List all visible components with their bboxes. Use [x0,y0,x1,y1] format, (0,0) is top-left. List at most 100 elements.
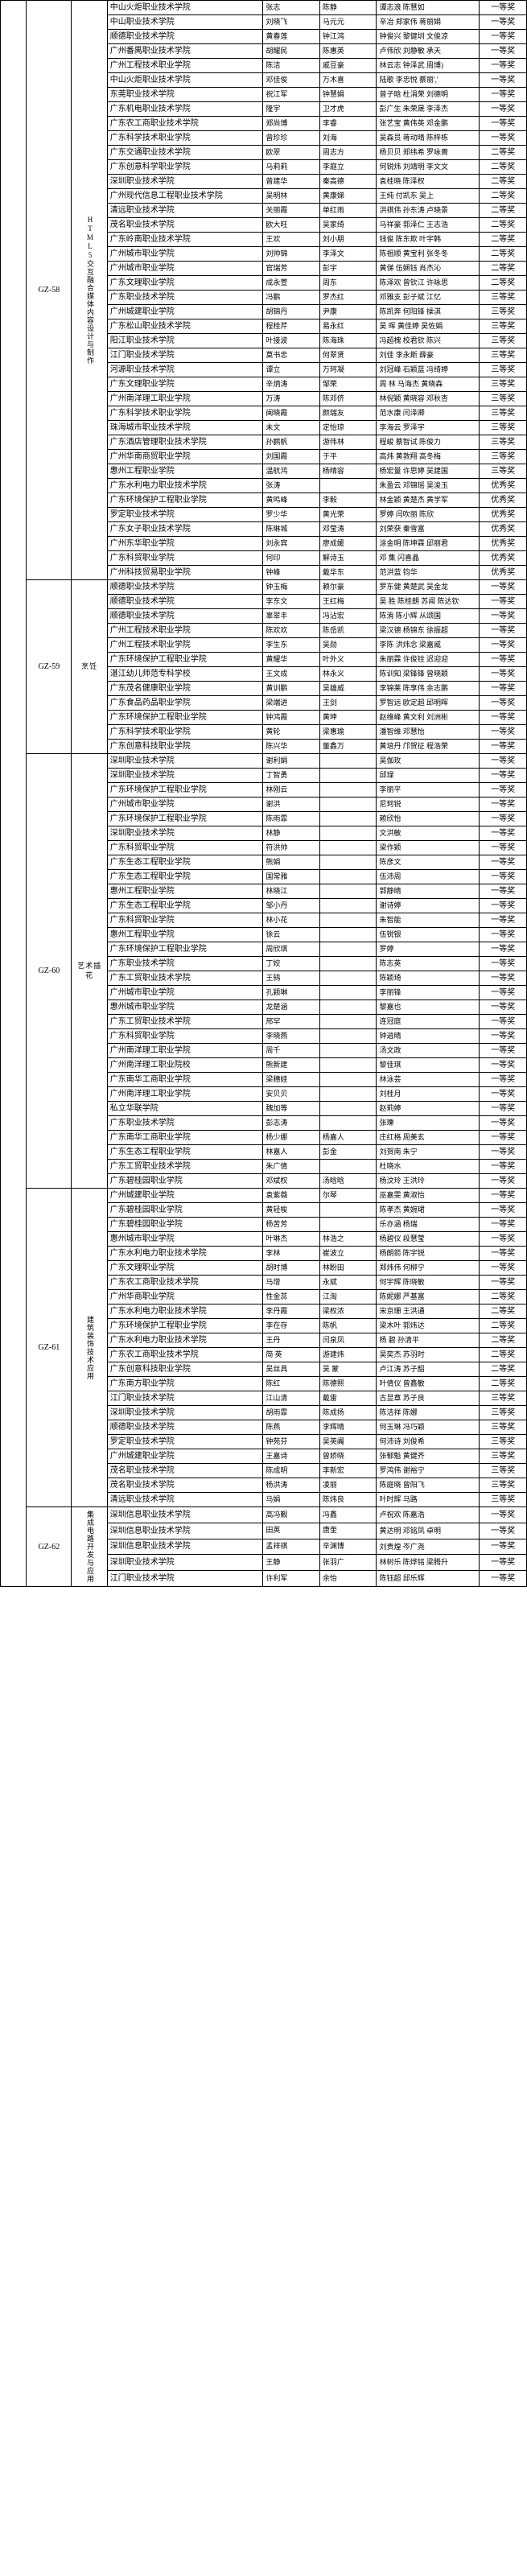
teacher2-cell: 钟慧娟 [319,88,377,102]
school-cell: 罗定职业技术学院 [107,1435,263,1449]
school-cell: 深圳职业技术学院 [107,175,263,189]
teacher2-cell: 陈炜良 [319,1493,377,1507]
advisor-cell: 陈妮娜 严基富 [377,1290,480,1304]
teacher2-cell: 闫泉凤 [319,1333,377,1348]
award-cell: 二等奖 [480,247,527,262]
teacher1-cell: 钟苑芬 [263,1435,320,1449]
award-cell: 一等奖 [480,580,527,595]
teacher1-cell: 符洪帅 [263,841,320,855]
advisor-cell: 李海云 罗泽宇 [377,421,480,435]
advisor-cell: 谭志浪 陈慧如 [377,1,480,15]
school-cell: 广东食品药品职业学院 [107,696,263,711]
advisor-cell: 陈彦文 [377,855,480,870]
award-cell: 一等奖 [480,73,527,88]
teacher1-cell: 周欣琪 [263,942,320,957]
advisor-cell: 钟逍晴 [377,1029,480,1044]
advisor-cell: 吴奕杰 苏羽时 [377,1348,480,1362]
award-cell: 二等奖 [480,1377,527,1391]
award-cell: 二等奖 [480,146,527,160]
teacher2-cell [319,884,377,899]
award-cell: 一等奖 [480,740,527,754]
advisor-cell: 李丽平 [377,783,480,798]
teacher1-cell: 吴丝具 [263,1362,320,1377]
teacher1-cell: 刘晓飞 [263,15,320,30]
teacher1-cell: 李东文 [263,595,320,609]
award-cell: 一等奖 [480,30,527,44]
teacher1-cell: 刘帅锦 [263,247,320,262]
advisor-cell: 尼珂锐 [377,798,480,812]
teacher2-cell: 汤晗晗 [319,1174,377,1189]
advisor-cell: 郑炜伟 何柳宁 [377,1261,480,1276]
school-cell: 广东南方职业学院 [107,1377,263,1391]
advisor-cell: 辛冶 郑家伟 蒋丽娟 [377,15,480,30]
teacher2-cell [319,1015,377,1029]
teacher1-cell: 吴明林 [263,189,320,204]
advisor-cell: 卢祝欢 陈嘉浩 [377,1507,480,1523]
school-cell: 广东生态工程职业学院 [107,899,263,913]
teacher2-cell [319,479,377,493]
school-cell: 广东农工商职业技术学院 [107,1348,263,1362]
teacher1-cell: 王丹 [263,1333,320,1348]
award-cell: 三等奖 [480,319,527,334]
teacher2-cell: 赖尔豪 [319,580,377,595]
teacher2-cell: 冯沾宏 [319,609,377,624]
teacher1-cell: 丁姣 [263,957,320,971]
teacher1-cell: 江山清 [263,1391,320,1406]
advisor-cell: 卢伟欣 刘静敏 承天 [377,44,480,59]
teacher1-cell: 欧翠 [263,146,320,160]
advisor-cell: 梁木叶 郭炜达 [377,1319,480,1333]
award-cell: 一等奖 [480,798,527,812]
award-cell: 一等奖 [480,117,527,131]
advisor-cell: 陆歌 李忠悦 蔡丽',' [377,73,480,88]
teacher2-cell [319,826,377,841]
teacher2-cell: 易永红 [319,319,377,334]
teacher2-cell [319,1116,377,1131]
teacher2-cell [319,1102,377,1116]
teacher1-cell: 田英 [263,1523,320,1539]
award-cell: 二等奖 [480,204,527,218]
teacher2-cell [319,870,377,884]
school-cell: 广东女子职业技术学院 [107,522,263,537]
school-cell: 广东环境保护工程职业学院 [107,812,263,826]
teacher1-cell: 辛炳涛 [263,377,320,392]
school-cell: 广州城建职业学院 [107,305,263,319]
school-cell: 广东生态工程职业学院 [107,855,263,870]
teacher1-cell: 性金蕊 [263,1290,320,1304]
school-cell: 广州华商职业学院 [107,1290,263,1304]
teacher1-cell: 林晓江 [263,884,320,899]
award-cell: 一等奖 [480,841,527,855]
advisor-cell: 朱盈云 邓锦瑶 吴浚玉 [377,479,480,493]
school-cell: 广州华南商贸职业学院 [107,450,263,464]
award-cell: 三等奖 [480,348,527,363]
teacher1-cell: 张涛 [263,479,320,493]
teacher1-cell: 闽晓霞 [263,406,320,421]
teacher2-cell: 吴雄威 [319,682,377,696]
teacher2-cell: 彭金 [319,1145,377,1160]
award-cell: 一等奖 [480,725,527,740]
teacher2-cell: 辛渊博 [319,1539,377,1555]
award-cell: 三等奖 [480,1435,527,1449]
award-cell: 二等奖 [480,1362,527,1377]
advisor-cell: 乐亦涵 杨瑞 [377,1218,480,1232]
school-cell: 江门职业技术学院 [107,348,263,363]
award-cell: 一等奖 [480,102,527,117]
award-cell: 一等奖 [480,44,527,59]
teacher1-cell: 黄训鹏 [263,682,320,696]
school-cell: 广东水利电力职业技术学院 [107,1247,263,1261]
school-cell: 广州城建职业学院 [107,1449,263,1464]
award-cell: 一等奖 [480,1145,527,1160]
school-cell: 广东机电职业技术学院 [107,102,263,117]
advisor-cell: 陈颖琦 [377,971,480,986]
teacher1-cell: 王文成 [263,667,320,682]
group-category: 烹饪 [72,580,107,754]
advisor-cell: 陈洁祥 陈娜 [377,1406,480,1420]
advisor-cell: 罗婷 闫吹丽 陈欣 [377,508,480,522]
teacher2-cell: 李庭立 [319,160,377,175]
teacher2-cell: 陈岳凯 [319,624,377,638]
teacher1-cell: 谢利娟 [263,754,320,769]
teacher1-cell: 熊娟 [263,855,320,870]
school-cell: 珠海城市职业技术学院 [107,421,263,435]
school-cell: 深圳信息职业技术学院 [107,1539,263,1555]
teacher1-cell: 曾建华 [263,175,320,189]
teacher1-cell: 曾珍珍 [263,131,320,146]
